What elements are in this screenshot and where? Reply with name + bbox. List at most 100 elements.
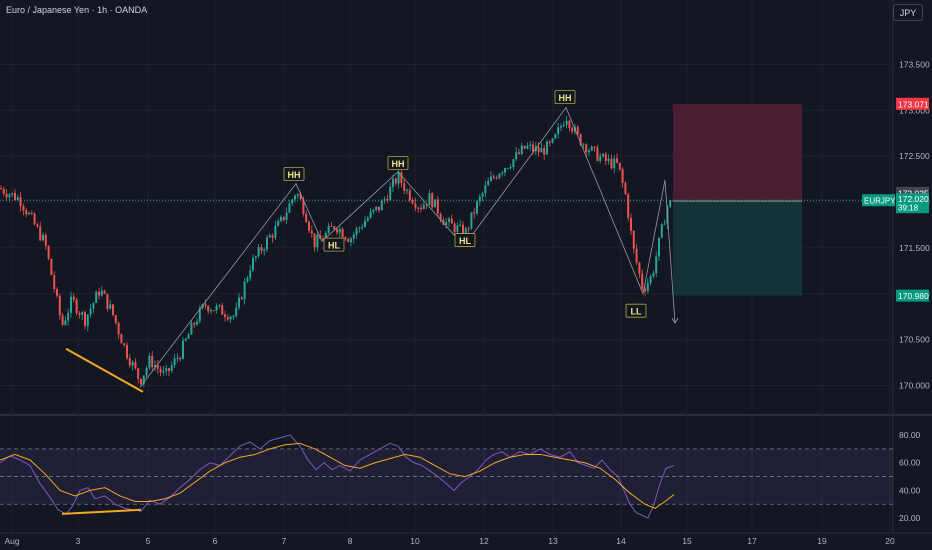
candle-body [8,194,11,198]
candle-body [249,270,252,278]
structure-label-hl: HL [328,241,340,251]
candle-body [546,141,548,155]
candle-body [53,275,56,290]
candle-body [330,225,333,227]
candle-body [154,365,156,368]
candle-body [509,167,512,169]
stop-price-badge-bg [896,97,929,110]
candle-body [235,307,238,317]
candle-body [632,230,635,249]
candle-body [238,297,240,308]
candle-body [207,305,210,312]
candle-body [630,217,632,231]
candle-body [646,283,649,292]
candle-body [562,124,565,127]
candle-body [378,206,380,211]
candle-body [663,223,666,225]
candle-body [462,224,464,237]
candle-body [131,361,134,366]
candle-body [109,304,112,309]
candle-body [445,221,448,225]
time-tick-label: 13 [548,536,558,546]
candle-body [75,299,78,314]
stop-price-badge: 173.071 [898,99,929,109]
candle-body [439,213,442,220]
candle-body [126,344,128,359]
structure-label-box [283,167,305,181]
candle-body [504,168,506,173]
candle-body [467,228,470,230]
candle-body [585,144,588,153]
candle-body [375,206,378,210]
candle-body [42,234,44,241]
candle-body [117,322,120,335]
candle-body [568,120,571,128]
candle-body [33,213,36,225]
candle-body [627,194,630,218]
candle-body [338,228,341,233]
candle-body [434,199,436,208]
candle-body [98,291,100,296]
candle-body [588,150,590,153]
candle-body [266,237,268,250]
candle-body [210,310,212,312]
candle-body [602,153,604,157]
candle-body [280,216,282,221]
candle-body [2,188,5,194]
candle-body [288,203,291,213]
zigzag-arrowhead [671,317,679,324]
candle-body [187,334,190,339]
structure-label-box [625,303,647,318]
candle-body [218,304,221,306]
candle-body [246,277,249,282]
candle-body [291,199,294,204]
currency-button[interactable]: JPY [893,4,923,21]
candle-body [352,234,355,239]
candle-body [652,273,655,276]
candle-body [638,262,641,274]
candle-body [660,224,663,238]
candle-body [151,355,154,368]
price-tick-label: 171.500 [899,243,930,253]
candle-body [473,212,476,214]
candle-body [282,216,285,220]
candle-body [302,199,305,215]
candle-body [582,144,585,146]
candle-body [481,193,484,197]
candle-body [240,297,243,300]
candle-body [190,323,193,335]
price-tick-label: 170.000 [899,380,930,390]
candle-body [557,127,560,134]
candle-body [78,313,81,315]
candle-body [47,245,50,259]
time-tick-label: 14 [616,536,626,546]
candle-body [408,190,411,201]
candle-body [184,338,187,341]
candle-body [28,212,30,215]
target-price-badge-bg [896,289,929,302]
candle-body [271,235,274,238]
candle-body [67,312,70,321]
candle-body [641,273,644,289]
target-price-badge: 170.980 [898,291,929,301]
candle-body [86,314,89,326]
structure-label-ll: LL [631,307,642,317]
time-tick-label: Aug [4,536,19,546]
candle-body [224,314,226,317]
candle-body [417,207,420,209]
candle-body [649,275,652,284]
candle-body [277,220,280,227]
time-tick-label: 12 [479,536,489,546]
current-price-badge: 172.020 [898,194,929,204]
rsi-divergence-line [61,508,142,515]
candle-body [294,195,296,200]
candle-body [392,178,394,187]
candle-body [123,343,126,345]
candle-body [420,207,422,210]
rsi-line [0,434,675,519]
symbol-tag-bg [862,194,895,207]
structure-label-hl: HL [459,236,471,246]
candle-body [22,206,25,211]
symbol-tag: EURJPY [864,197,896,206]
